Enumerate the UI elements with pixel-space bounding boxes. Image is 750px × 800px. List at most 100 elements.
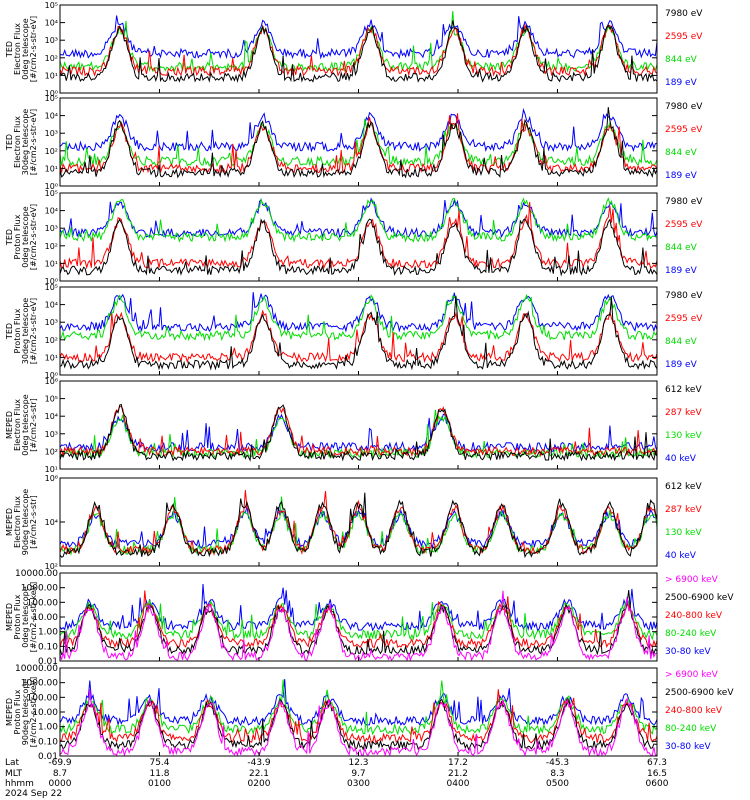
panel-6-ytick-label: 10⁴: [45, 518, 58, 527]
panel-8-ylabel-line-3: 90deg telescope: [21, 679, 30, 746]
panel-7-ylabel-line-3: 0deg telescope: [21, 586, 30, 647]
panel-4-ytick-label: 10⁵: [45, 283, 58, 292]
panel-5-traces: [60, 403, 657, 462]
panel-4: 10⁰ 10¹ 10² 10³ 10⁴ 10⁵ TED Proton Flux 30deg te…: [5, 283, 703, 380]
panel-1-ytick-label: 10⁰: [45, 89, 58, 98]
panel-6-trace-3: [60, 496, 657, 556]
panel-4-ylabel-line-3: 30deg telescope: [21, 298, 30, 365]
panel-5-ylabel-line-1: MEPED: [5, 411, 14, 439]
panel-6-ytick-label: 10⁶: [45, 474, 58, 483]
panel-5-ytick-label: 10³: [45, 430, 58, 439]
panel-8-trace-4: [60, 679, 657, 736]
panel-4-legend-4: 189 eV: [665, 360, 698, 370]
axis-tick-label: -43.9: [247, 758, 271, 768]
panel-3-ytick-label: 10¹: [45, 259, 58, 268]
panel-5-trace-2: [60, 405, 657, 458]
panel-7-legend-5: 30-80 keV: [665, 647, 711, 657]
panel-2-legend-4: 189 eV: [665, 171, 698, 181]
panel-3-trace-1: [60, 218, 657, 277]
axis-tick-label: 9.7: [351, 769, 365, 779]
panel-7-legend-2: 2500-6900 keV: [665, 593, 734, 603]
panel-3-legend-4: 189 eV: [665, 266, 698, 276]
axis-tick-label: 8.3: [550, 769, 564, 779]
axis-row-label-hhmm: hhmm: [5, 779, 34, 789]
axis-tick-label: 67.3: [647, 758, 667, 768]
panel-2-ytick-label: 10⁴: [45, 112, 58, 121]
panel-2-ylabel-line-3: 30deg telescope: [21, 109, 30, 176]
panel-1-traces: [60, 10, 657, 84]
panel-3-ytick-label: 10⁰: [45, 277, 58, 286]
panel-6-ylabel-line-2: Electron Flux: [13, 496, 22, 548]
panel-7-legend-1: > 6900 keV: [665, 575, 719, 585]
panel-2-ylabel-line-4: [#/cm2-s-str-eV]: [29, 109, 38, 175]
panel-3-ylabel-line-2: Proton Flux: [13, 214, 22, 259]
panel-6-traces: [60, 489, 657, 559]
panel-7-ytick-label: 10.00: [32, 613, 58, 623]
panel-8-ylabel-line-1: MEPED: [5, 698, 14, 726]
panel-4-trace-3: [60, 293, 657, 342]
panel-6-trace-2: [60, 489, 657, 557]
panel-1-ylabel-line-1: TED: [5, 41, 14, 58]
panel-4-ytick-label: 10⁴: [45, 301, 58, 310]
panel-8-ytick-label: 1000.00: [21, 679, 58, 689]
panel-2-trace-1: [60, 107, 657, 179]
panel-7: 0.01 0.10 1.00 10.00 100.00 1000.00 10000.00 ME…: [5, 569, 734, 667]
panel-1-ytick-label: 10⁵: [45, 1, 58, 10]
axis-tick-label: 0000: [49, 779, 72, 789]
panel-1-trace-4: [60, 15, 657, 60]
axis-tick-label: 0300: [347, 779, 370, 789]
panel-2-ytick-label: 10¹: [45, 164, 58, 173]
panel-3-ytick-label: 10⁵: [45, 189, 58, 198]
panel-7-ytick-label: 0.10: [38, 642, 58, 652]
panel-4-legend-1: 7980 eV: [665, 291, 703, 301]
panel-1-legend-4: 189 eV: [665, 78, 698, 88]
panel-4-traces: [60, 292, 657, 371]
panel-5-ytick-label: 10⁵: [45, 395, 58, 404]
panel-6-trace-1: [60, 492, 657, 559]
panel-3-ytick-label: 10³: [45, 224, 58, 233]
panel-6-legend-2: 287 keV: [665, 505, 702, 515]
panel-1: 10⁰ 10¹ 10² 10³ 10⁴ 10⁵ TED Electron Flux 0deg t…: [5, 1, 703, 98]
axis-tick-label: 11.8: [149, 769, 169, 779]
panel-5-ytick-label: 10⁴: [45, 412, 58, 421]
panel-2-ytick-label: 10⁵: [45, 94, 58, 103]
panel-4-legend-3: 844 eV: [665, 337, 698, 347]
axis-tick-label: 0600: [646, 779, 669, 789]
axis-tick-label: 0100: [148, 779, 171, 789]
panel-3-trace-4: [60, 197, 657, 239]
panel-6-ylabel-line-3: 90deg telescope: [21, 489, 30, 556]
panel-1-ytick-label: 10¹: [45, 71, 58, 80]
axis-tick-label: -45.3: [546, 758, 569, 768]
panel-3-ytick-label: 10⁴: [45, 207, 58, 216]
panel-5-ytick-label: 10²: [45, 447, 58, 456]
panel-5-ylabel-line-2: Electron Flux: [13, 399, 22, 451]
panel-4-ylabel-line-4: [#/cm2-s-str-eV]: [29, 298, 38, 364]
panel-3-legend-2: 2595 eV: [665, 220, 703, 230]
axis-tick-label: 21.2: [448, 769, 468, 779]
panel-3-trace-3: [60, 197, 657, 243]
panel-8-ytick-label: 0.10: [38, 737, 58, 747]
panel-7-frame: [59, 572, 658, 662]
panel-3: 10⁰ 10¹ 10² 10³ 10⁴ 10⁵ TED Proton Flux 0deg tel…: [5, 189, 703, 286]
panel-2-ylabel-line-1: TED: [5, 134, 14, 151]
panel-2-legend-1: 7980 eV: [665, 102, 703, 112]
panel-7-trace-2: [60, 589, 657, 656]
panel-5-legend-4: 40 keV: [665, 454, 697, 464]
panel-4-trace-1: [60, 295, 657, 371]
panel-5-ylabel-line-3: 0deg telescope: [21, 394, 30, 455]
panel-3-legend-3: 844 eV: [665, 243, 698, 253]
panel-8-legend-5: 30-80 keV: [665, 742, 711, 752]
panel-6-ytick-label: 10²: [45, 562, 58, 571]
panel-7-ylabel-line-2: Proton Flux: [13, 594, 22, 639]
date-label: 2024 Sep 22: [5, 789, 62, 799]
panel-8-ytick-label: 10.00: [32, 708, 58, 718]
panel-3-legend-1: 7980 eV: [665, 197, 703, 207]
axis-tick-label: 0200: [248, 779, 271, 789]
panel-3-ytick-label: 10²: [45, 242, 58, 251]
panel-7-trace-3: [60, 590, 657, 650]
panel-7-ytick-label: 10000.00: [15, 569, 58, 579]
panel-6-ylabel-line-1: MEPED: [5, 508, 14, 536]
panel-8-ylabel-line-2: Proton Flux: [13, 689, 22, 734]
panel-4-trace-4: [60, 292, 657, 333]
